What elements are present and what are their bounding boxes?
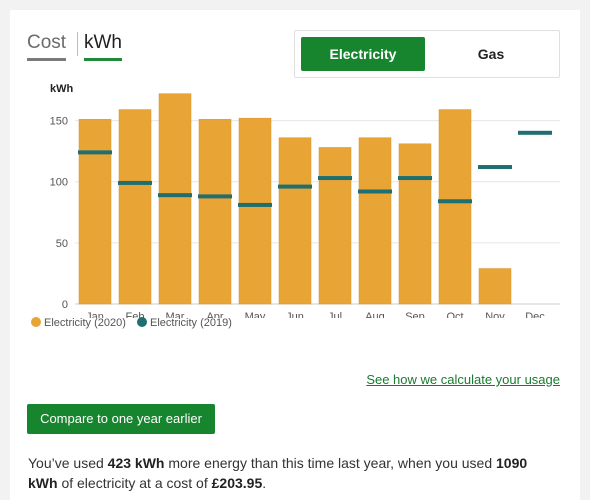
marker-oct <box>438 199 472 204</box>
unit-kwh-option[interactable]: kWh <box>84 32 122 61</box>
y-tick-label: 100 <box>50 177 68 189</box>
summary-last-year-kwh: 1090 kWh <box>28 455 528 491</box>
marker-apr <box>198 194 232 199</box>
bar-may <box>238 117 272 305</box>
bar-feb <box>118 109 152 305</box>
unit-divider <box>77 32 78 56</box>
legend-swatch <box>137 317 147 327</box>
marker-nov <box>478 165 512 170</box>
x-tick-label: Feb <box>126 311 145 318</box>
bar-sep <box>398 143 432 305</box>
bar-aug <box>358 137 392 305</box>
usage-chart: kWh 0 50 100 150 Jan Feb Mar Apr May Jun Jul Aug Sep O… <box>50 83 560 318</box>
marker-jan <box>78 150 112 155</box>
legend-item: Electricity (2020) <box>31 317 126 329</box>
fuel-tabs: Electricity Gas <box>294 30 560 78</box>
summary-extra-kwh: 423 kWh <box>107 455 165 471</box>
y-axis-unit-label: kWh <box>50 83 74 95</box>
bar-jan <box>78 119 112 305</box>
x-tick-label: Aug <box>365 311 385 318</box>
marker-jul <box>318 176 352 181</box>
x-tick-label: Apr <box>206 311 223 318</box>
x-tick-label: Mar <box>166 311 185 318</box>
summary-text-2: more energy than this time last year, wh… <box>164 455 496 471</box>
bar-mar <box>158 93 192 305</box>
bar-oct <box>438 109 472 305</box>
x-tick-label: Nov <box>485 311 505 318</box>
x-tick-label: May <box>245 311 266 318</box>
unit-cost-option[interactable]: Cost <box>27 32 67 61</box>
usage-card: Cost kWh Electricity Gas kWh 0 50 100 150 Jan… <box>10 10 580 500</box>
legend-item: Electricity (2019) <box>137 317 232 329</box>
x-tick-label: Jun <box>286 311 304 318</box>
bar-jun <box>278 137 312 305</box>
legend-swatch <box>31 317 41 327</box>
marker-may <box>238 202 272 207</box>
marker-dec <box>518 130 552 135</box>
tab-electricity[interactable]: Electricity <box>301 37 425 71</box>
bar-nov <box>478 268 512 305</box>
summary-last-year-cost: £203.95 <box>211 475 263 491</box>
x-tick-label: Sep <box>405 311 425 318</box>
y-tick-label: 0 <box>62 299 68 311</box>
bar-jul <box>318 147 352 305</box>
y-tick-label: 50 <box>56 238 68 250</box>
x-tick-label: Dec <box>525 311 545 318</box>
marker-jun <box>278 184 312 189</box>
x-tick-label: Jan <box>86 311 104 318</box>
marker-feb <box>118 180 152 185</box>
x-tick-label: Jul <box>328 311 342 318</box>
legend-label: Electricity (2019) <box>150 317 232 329</box>
summary-text-3: of electricity at a cost of <box>57 475 212 491</box>
x-tick-label: Oct <box>446 311 463 318</box>
marker-sep <box>398 176 432 181</box>
legend-label: Electricity (2020) <box>44 317 126 329</box>
bar-apr <box>198 119 232 305</box>
calculate-usage-link[interactable]: See how we calculate your usage <box>366 372 560 387</box>
summary-text-4: . <box>262 475 267 491</box>
y-tick-label: 150 <box>50 116 68 128</box>
marker-aug <box>358 189 392 194</box>
marker-mar <box>158 193 192 198</box>
summary-text-1: You’ve used <box>28 455 108 471</box>
tab-gas[interactable]: Gas <box>477 46 505 62</box>
compare-year-button[interactable]: Compare to one year earlier <box>27 404 215 434</box>
usage-summary: You’ve used 423 kWh more energy than thi… <box>28 453 558 493</box>
